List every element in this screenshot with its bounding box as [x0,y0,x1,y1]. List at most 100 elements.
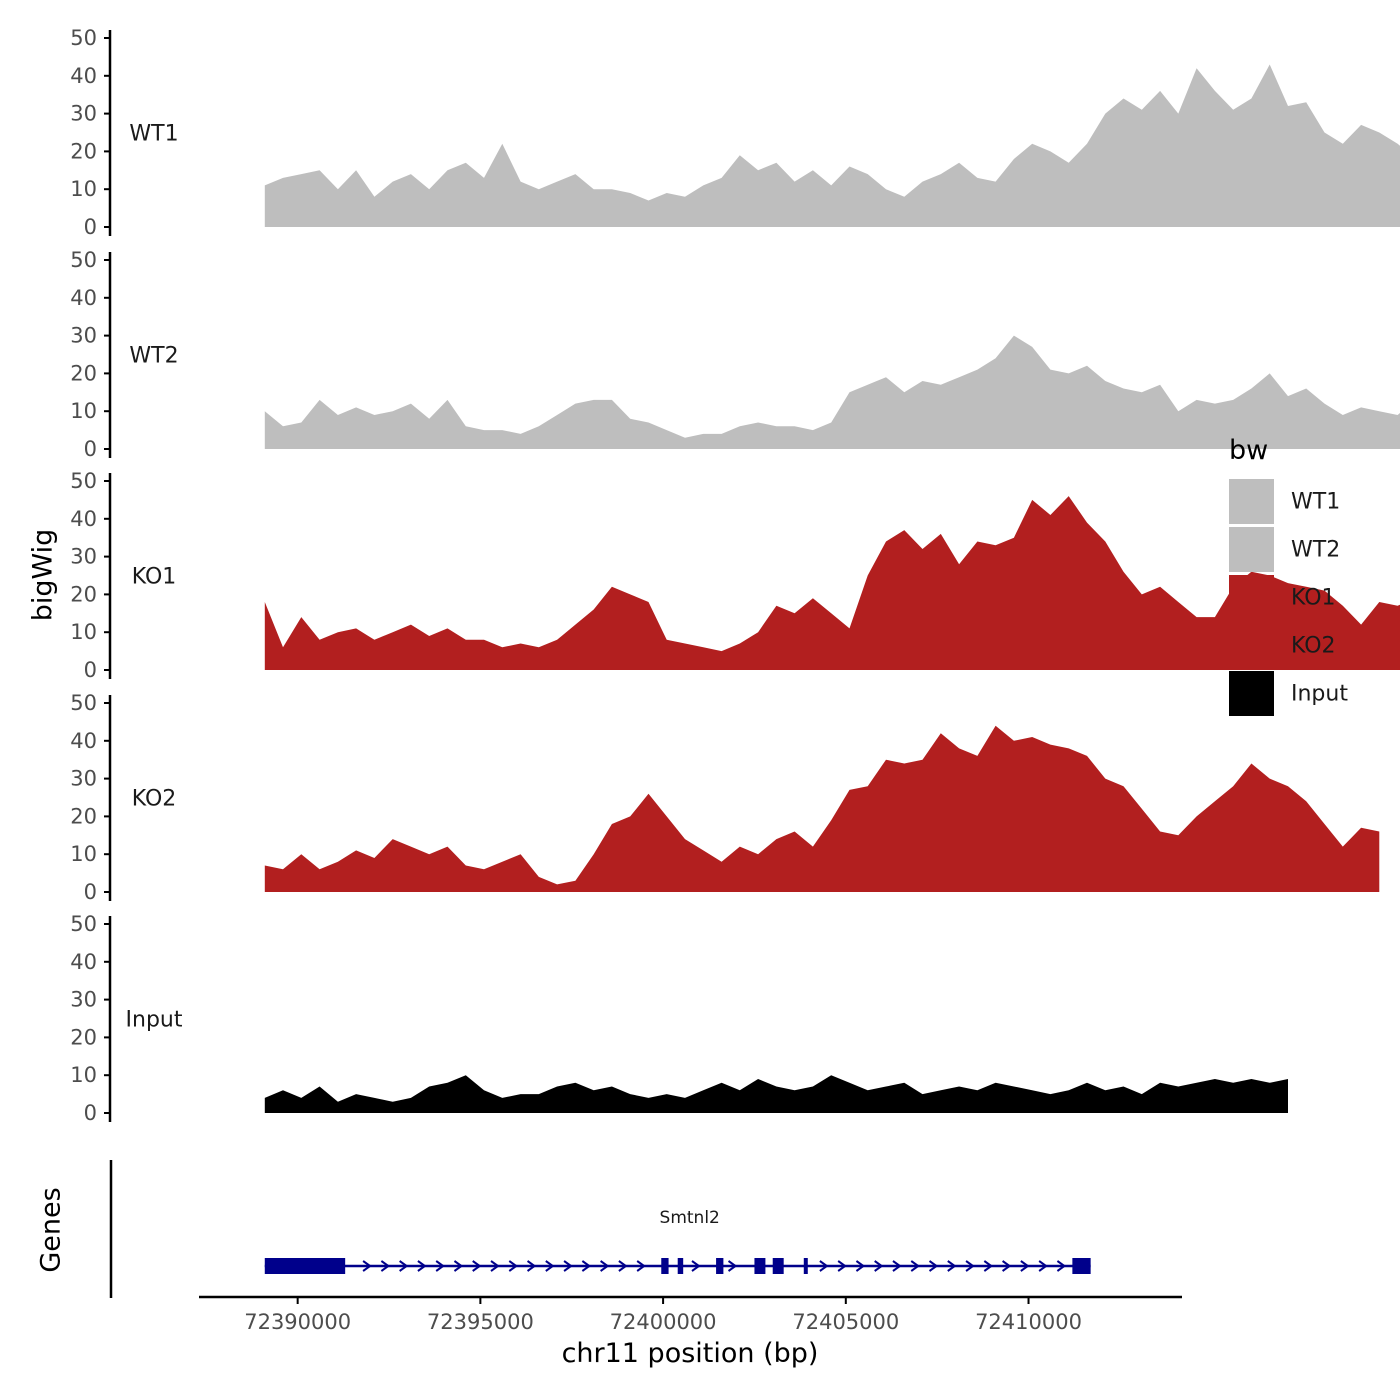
gene-exon [677,1258,684,1274]
y-tick-label: 40 [70,729,97,753]
legend-item-wt1: WT1 [1229,479,1340,524]
x-tick-label: 72405000 [792,1310,899,1334]
strand-arrow [1056,1260,1067,1272]
strand-arrow [581,1260,592,1272]
x-ticks: 72390000 72395000 72400000 72405000 72410000 [244,1297,1082,1334]
y-tick-label: 50 [70,26,97,50]
strand-arrow [472,1260,482,1272]
y-tick-label: 0 [84,437,97,461]
legend-title: bw [1229,435,1268,466]
gene-exon [661,1258,669,1274]
track-input: 0 10 20 30 40 50 Input [70,912,1288,1125]
legend-swatch [1229,479,1274,524]
strand-arrow [910,1260,920,1272]
y-tick-label: 20 [70,804,97,828]
coverage-area-ko1 [264,496,1400,670]
y-tick-label: 50 [70,248,97,272]
gene-exon [1072,1258,1091,1274]
strand-arrow [526,1260,537,1272]
coverage-area-input [264,1075,1288,1113]
y-tick-label: 0 [84,880,97,904]
x-tick-label: 72400000 [610,1310,717,1334]
y-tick-label: 0 [84,658,97,682]
strand-arrow [1038,1260,1048,1272]
strand-arrow [837,1260,847,1272]
track-label: KO2 [132,787,177,812]
x-axis-title: chr11 position (bp) [562,1338,819,1369]
strand-arrow [727,1260,738,1272]
legend-label: Input [1291,682,1348,707]
legend-swatch [1229,671,1274,716]
gene-exon [264,1258,346,1274]
y-tick-label: 20 [70,139,97,163]
strand-arrow [819,1260,829,1272]
strand-arrow [417,1260,427,1272]
x-axis: 72390000 72395000 72400000 72405000 72410000… [199,1295,1182,1369]
legend: bw WT1 WT2 KO1 KO2 Input [1229,435,1348,716]
x-tick-label: 72395000 [427,1310,534,1334]
y-tick-label: 0 [84,1101,97,1125]
gene-track: Genes Smtnl2 [36,1160,1091,1298]
legend-item-ko2: KO2 [1229,623,1336,668]
y-tick-label: 20 [70,582,97,606]
y-tick-label: 20 [70,361,97,385]
strand-arrow [1002,1260,1012,1272]
gene-smtnl2: Smtnl2 [264,1208,1091,1274]
strand-arrow [490,1260,500,1272]
y-tick-label: 10 [70,620,97,644]
gene-name-label: Smtnl2 [660,1208,720,1228]
y-tick-label: 50 [70,469,97,493]
strand-arrow [928,1260,939,1272]
gene-exon [716,1258,724,1274]
strand-arrow [947,1260,957,1272]
y-tick-label: 0 [84,215,97,239]
strand-arrow [965,1260,975,1272]
track-ko1: 0 10 20 30 40 50 KO1 [70,469,1400,682]
strand-arrow [399,1260,409,1272]
track-label: WT2 [129,344,178,369]
legend-swatch [1229,527,1274,572]
genes-layer: Smtnl2 [264,1208,1091,1274]
strand-arrow [362,1260,372,1272]
legend-item-wt2: WT2 [1229,527,1340,572]
strand-arrow [983,1260,994,1272]
y-tick-label: 30 [70,102,97,126]
legend-label: KO2 [1291,634,1336,659]
legend-label: WT1 [1291,490,1340,515]
strand-arrow [618,1260,628,1272]
strand-arrow [691,1260,701,1272]
track-ko2: 0 10 20 30 40 50 KO2 [70,691,1380,904]
strand-arrow [892,1260,902,1272]
y-tick-label: 10 [70,842,97,866]
x-tick-label: 72390000 [244,1310,351,1334]
gene-exon [754,1258,766,1274]
gene-exon [803,1258,808,1274]
y-tick-label: 40 [70,950,97,974]
y-tick-label: 30 [70,545,97,569]
track-wt1: 0 10 20 30 40 50 WT1 [70,26,1400,239]
strand-arrow [453,1260,464,1272]
strand-arrow [508,1260,518,1272]
strand-arrow [545,1260,555,1272]
y-tick-label: 30 [70,324,97,348]
y-tick-label: 10 [70,399,97,423]
strand-arrow [563,1260,573,1272]
strand-arrow [1020,1260,1030,1272]
strand-arrow [380,1260,391,1272]
legend-label: KO1 [1291,586,1336,611]
legend-label: WT2 [1291,538,1340,563]
y-tick-label: 40 [70,64,97,88]
track-label: WT1 [129,122,178,147]
legend-item-ko1: KO1 [1229,575,1336,620]
strand-arrow [636,1260,646,1272]
y-tick-label: 20 [70,1025,97,1049]
x-tick-label: 72410000 [975,1310,1082,1334]
legend-swatch [1229,575,1274,620]
gene-exon [772,1258,784,1274]
track-wt2: 0 10 20 30 40 50 WT2 [70,248,1400,461]
y-tick-label: 30 [70,767,97,791]
strand-arrow [435,1260,445,1272]
coverage-tracks: 0 10 20 30 40 50 WT1 0 10 20 30 40 50 WT2 0 10 20 30 40 50 K… [70,26,1400,1125]
coverage-area-ko2 [264,725,1380,892]
